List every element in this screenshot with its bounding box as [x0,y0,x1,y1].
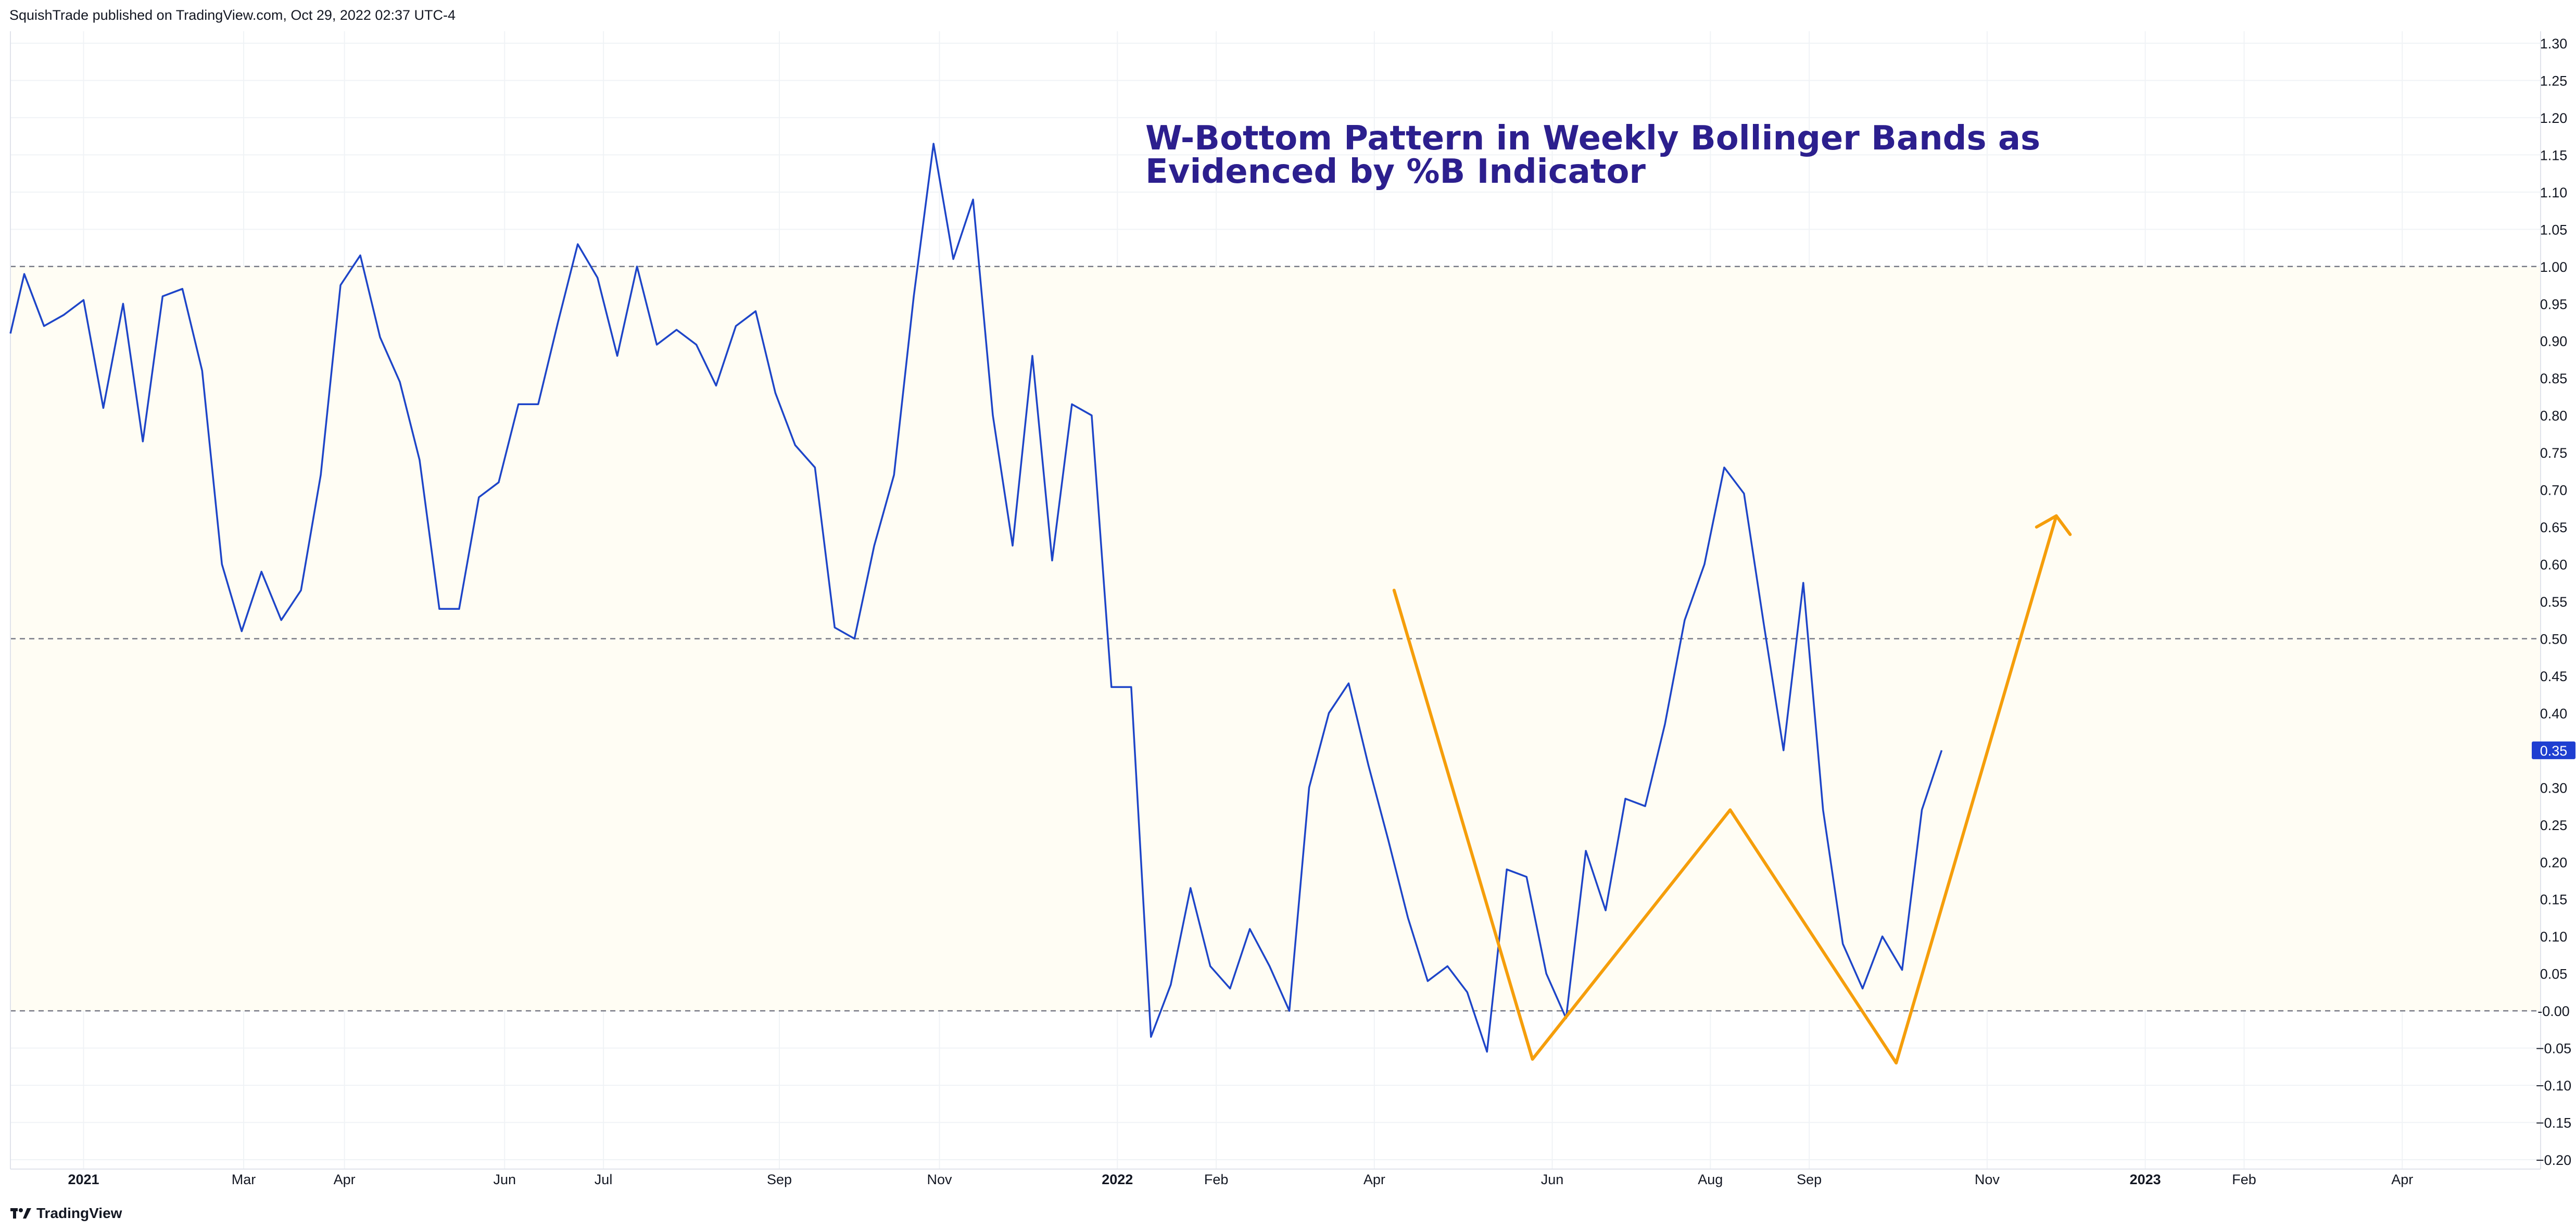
y-tick-label-2: 1.20 [2540,110,2568,126]
y-tick-label-4: 1.10 [2540,185,2568,200]
y-tick-label-7: 0.95 [2540,296,2568,312]
y-tick-label-16: 0.50 [2540,631,2568,647]
x-axis: 2021 Mar Apr Jun Jul Sep Nov 2022 Feb Apr Jun Aug Se… [68,1172,2413,1187]
y-tick-label-18: 0.40 [2540,706,2568,721]
x-tick-label-5: Sep [767,1172,792,1187]
x-tick-label-1: Mar [232,1172,256,1187]
publisher-caption: SquishTrade published on TradingView.com… [9,7,456,23]
x-tick-label-10: Jun [1541,1172,1564,1187]
w-pattern-arrowhead [2035,514,2072,536]
w-pattern-line [1392,514,2058,1065]
y-tick-label-0: 1.30 [2540,36,2568,52]
x-tick-label-15: Feb [2232,1172,2256,1187]
x-tick-label-8: Feb [1204,1172,1229,1187]
w-pattern-annotation [1392,514,2072,1065]
y-tick-label-29: −0.15 [2536,1115,2571,1131]
y-tick-label-13: 0.65 [2540,520,2568,535]
last-value-badge-bg [2532,741,2575,759]
y-tick-label-9: 0.85 [2540,371,2568,386]
y-tick-label-11: 0.75 [2540,445,2568,461]
x-tick-label-16: Apr [2391,1172,2413,1187]
last-value-badge: 0.35 [2532,741,2575,759]
y-tick-label-1: 1.25 [2540,73,2568,89]
annotation-title-line-1: W-Bottom Pattern in Weekly Bollinger Ban… [1145,119,2041,158]
y-tick-label-26: -0.00 [2537,1003,2570,1019]
y-tick-label-3: 1.15 [2540,147,2568,163]
last-value-badge-label: 0.35 [2540,743,2568,759]
y-tick-label-10: 0.80 [2540,408,2568,424]
y-tick-label-28: −0.10 [2536,1078,2571,1094]
y-tick-label-6: 1.00 [2540,259,2568,275]
y-tick-label-25: 0.05 [2540,967,2568,982]
y-tick-label-5: 1.05 [2540,222,2568,237]
chart-annotation-title: W-Bottom Pattern in Weekly Bollinger Ban… [1145,119,2041,191]
x-tick-label-14: 2023 [2130,1172,2161,1187]
series-line-percent-b [9,143,1943,1053]
x-tick-label-13: Nov [1975,1172,2000,1187]
y-tick-label-30: −0.20 [2536,1152,2571,1168]
reference-levels [10,31,2541,1170]
y-tick-label-14: 0.60 [2540,557,2568,573]
x-tick-label-2: Apr [334,1172,356,1187]
y-tick-label-8: 0.90 [2540,334,2568,349]
y-tick-label-21: 0.25 [2540,818,2568,833]
y-tick-label-23: 0.15 [2540,892,2568,908]
x-tick-label-6: Nov [927,1172,953,1187]
y-tick-label-24: 0.10 [2540,929,2568,945]
footer-brand-label: TradingView [36,1205,122,1221]
y-tick-label-17: 0.45 [2540,669,2568,684]
y-axis: 1.30 1.25 1.20 1.15 1.10 1.05 1.00 0.95 0.90 0.85… [2536,36,2571,1168]
y-tick-label-27: −0.05 [2536,1041,2571,1057]
x-tick-label-11: Aug [1698,1172,1723,1187]
y-tick-label-12: 0.70 [2540,483,2568,498]
x-tick-label-0: 2021 [68,1172,99,1187]
x-tick-label-9: Apr [1363,1172,1385,1187]
x-tick-label-12: Sep [1797,1172,1822,1187]
x-tick-label-3: Jun [493,1172,516,1187]
y-tick-label-22: 0.20 [2540,855,2568,870]
x-tick-label-4: Jul [595,1172,613,1187]
y-tick-label-15: 0.55 [2540,594,2568,610]
y-tick-label-20: 0.30 [2540,780,2568,796]
annotation-title-line-2: Evidenced by %B Indicator [1145,153,1646,191]
footer-brand[interactable]: TradingView [9,1203,122,1224]
x-tick-label-7: 2022 [1102,1172,1133,1187]
tradingview-logo-icon [10,1208,31,1219]
